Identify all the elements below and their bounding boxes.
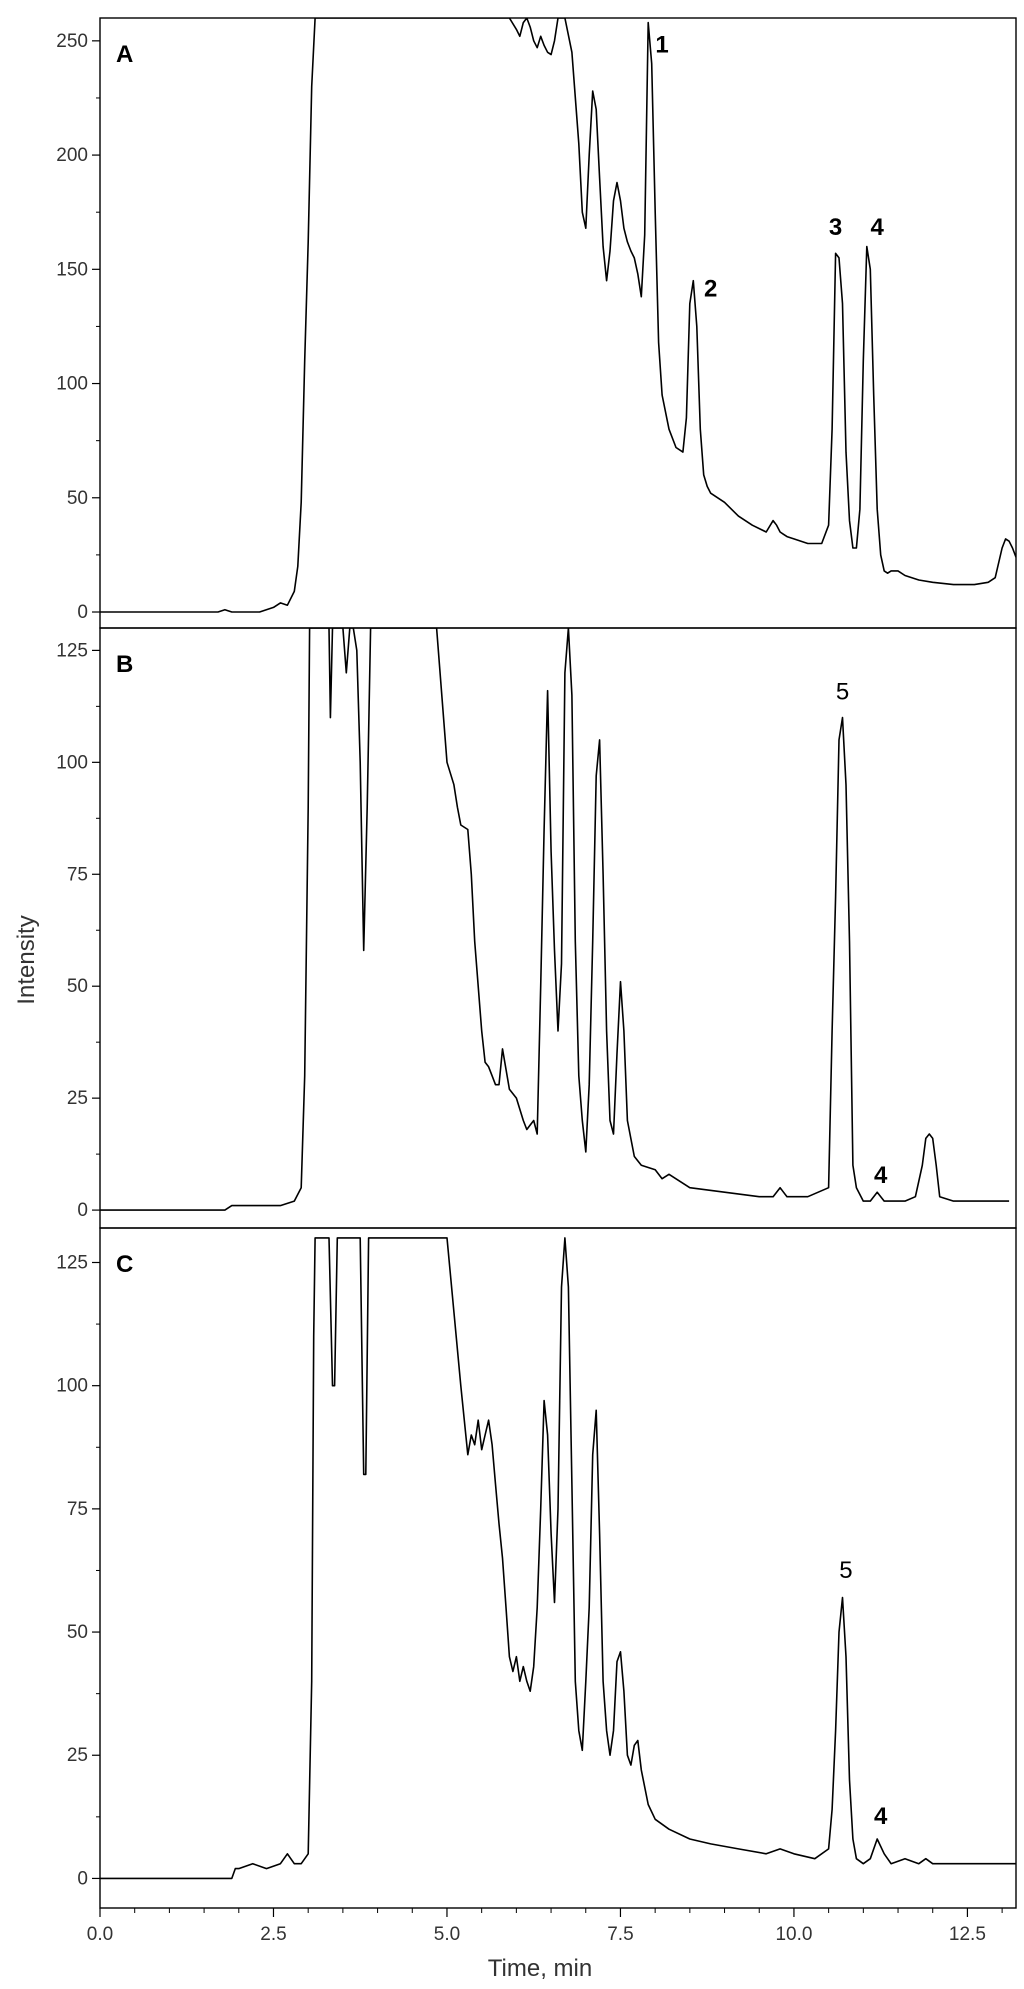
panel-c: 0 25 50 75 100 125 C 5 4 [56, 1227, 1017, 1909]
peak-label: 2 [704, 276, 717, 303]
panels: 0 50 100 150 200 250 A 1 2 3 4 0 25 50 75 100 125 B 5 4 0 25 5… [56, 17, 1017, 1909]
peak-label: 3 [829, 214, 842, 241]
y-tick-label: 100 [56, 1376, 88, 1397]
y-tick-label: 125 [56, 1252, 88, 1273]
y-tick-label: 100 [56, 374, 88, 395]
y-tick-label: 50 [67, 976, 88, 997]
peak-label: 4 [871, 214, 885, 241]
x-tick-label: 5.0 [434, 1924, 460, 1945]
chromatogram-trace-c [100, 1237, 1016, 1880]
y-tick-label: 75 [67, 864, 88, 885]
y-tick-label: 75 [67, 1499, 88, 1520]
x-tick-label: 2.5 [260, 1924, 286, 1945]
peak-label: 4 [874, 1162, 888, 1189]
y-tick-label: 0 [77, 1200, 88, 1221]
y-axis-title: Intensity [13, 915, 40, 1004]
y-tick-label: 125 [56, 640, 88, 661]
y-tick-label: 0 [77, 602, 88, 623]
x-tick-label: 12.5 [949, 1924, 986, 1945]
y-tick-label: 0 [77, 1868, 88, 1889]
chromatogram-trace-b [100, 628, 1010, 1211]
panel-frame [99, 1227, 1017, 1909]
y-tick-label: 50 [67, 1622, 88, 1643]
y-tick-label: 50 [67, 488, 88, 509]
panel-b: 0 25 50 75 100 125 B 5 4 [56, 627, 1017, 1229]
chromatogram-trace-a [100, 18, 1016, 613]
y-tick-label: 100 [56, 752, 88, 773]
peak-label: 5 [836, 679, 849, 706]
x-tick-label: 0.0 [87, 1924, 113, 1945]
y-tick-label: 250 [56, 31, 88, 52]
y-tick-label: 200 [56, 145, 88, 166]
panel-letter: B [116, 651, 133, 678]
x-axis: 0.0 2.5 5.0 7.5 10.0 12.5 [87, 1908, 1003, 1945]
y-tick-label: 25 [67, 1088, 88, 1109]
panel-frame [99, 627, 1017, 1229]
panel-letter: C [116, 1251, 133, 1278]
x-tick-label: 7.5 [607, 1924, 633, 1945]
peak-label: 4 [874, 1803, 888, 1830]
peak-label: 1 [655, 31, 668, 58]
peak-label: 5 [839, 1557, 852, 1584]
x-tick-label: 10.0 [775, 1924, 812, 1945]
panel-letter: A [116, 41, 133, 68]
y-tick-label: 150 [56, 259, 88, 280]
y-tick-label: 25 [67, 1745, 88, 1766]
x-axis-title: Time, min [488, 1955, 592, 1982]
panel-a: 0 50 100 150 200 250 A 1 2 3 4 [56, 17, 1017, 629]
